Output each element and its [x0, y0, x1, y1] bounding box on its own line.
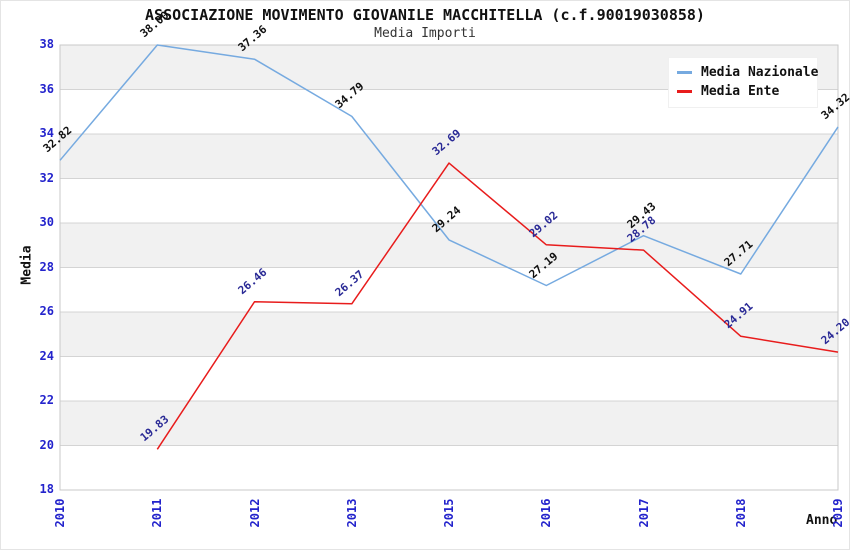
y-axis-tick-label: 38 [39, 37, 54, 51]
y-axis-tick-label: 36 [39, 81, 54, 96]
x-axis-tick-label: 2015 [442, 498, 456, 528]
x-axis-tick-label: 2012 [247, 498, 262, 528]
y-axis-tick-label: 28 [39, 259, 54, 274]
chart-subtitle: Media Importi [374, 26, 476, 41]
y-axis-tick-label: 20 [39, 437, 54, 452]
x-axis-tick-label: 2010 [53, 498, 67, 528]
y-axis-tick-label: 26 [39, 304, 54, 318]
x-axis-title: Anno [806, 513, 838, 528]
x-axis-tick-label: 2011 [150, 498, 165, 528]
x-axis-tick-label: 2013 [344, 498, 359, 528]
legend-swatch-red [677, 90, 692, 93]
legend-item-media-ente: Media Ente [675, 82, 811, 101]
legend-item-media-nazionale: Media Nazionale [675, 63, 818, 82]
legend-label: Media Nazionale [701, 65, 819, 80]
chart-title: ASSOCIAZIONE MOVIMENTO GIOVANILE MACCHIT… [145, 6, 705, 24]
x-axis-tick-label: 2017 [636, 498, 651, 528]
y-axis-tick-label: 32 [39, 170, 54, 185]
x-axis-tick-label: 2018 [733, 498, 748, 528]
y-axis-tick-label: 18 [39, 482, 54, 496]
legend-swatch-blue [677, 71, 692, 74]
legend: Media Nazionale Media Ente [668, 57, 818, 108]
x-axis-tick-label: 2016 [539, 498, 554, 528]
y-axis-tick-label: 22 [39, 393, 54, 407]
x-axis-tick-label: 2019 [831, 498, 845, 528]
y-axis-tick-label: 30 [39, 215, 54, 229]
legend-label: Media Ente [701, 84, 780, 99]
y-axis-tick-label: 24 [39, 348, 54, 363]
y-axis-tick-label: 34 [39, 126, 54, 140]
